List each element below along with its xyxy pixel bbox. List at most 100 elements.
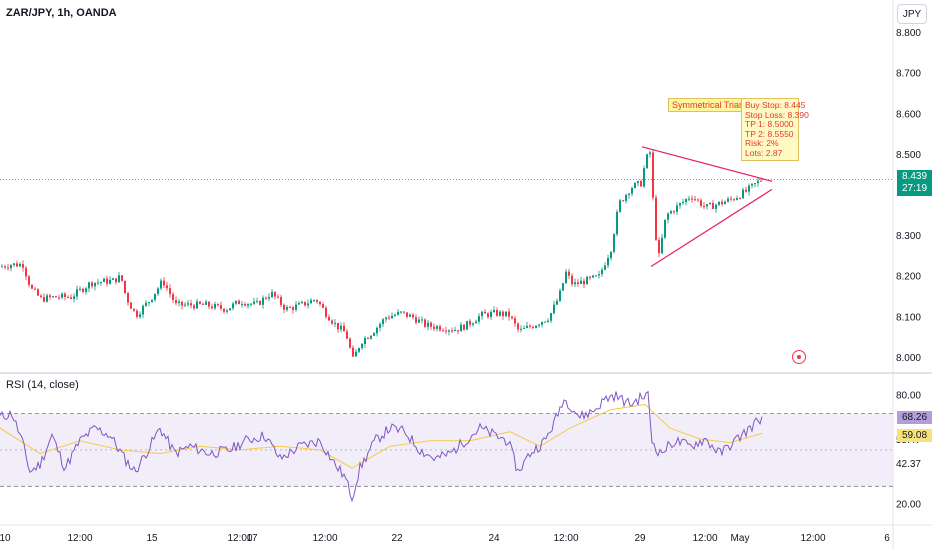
candle-body <box>523 327 525 329</box>
candle-body <box>718 201 720 205</box>
time-tick-7: 24 <box>488 533 500 544</box>
candle-body <box>106 278 108 284</box>
candle-body <box>541 321 543 325</box>
candle-body <box>274 291 276 297</box>
candle-body <box>607 258 609 266</box>
candle-body <box>328 316 330 321</box>
candle-body <box>706 204 708 207</box>
candle-body <box>103 278 105 283</box>
trade-risk: Risk: 2% <box>745 138 779 148</box>
candle-body <box>682 201 684 204</box>
candle-body <box>91 282 93 287</box>
rsi-title[interactable]: RSI (14, close) <box>6 379 79 391</box>
candle-body <box>202 303 204 305</box>
candle-body <box>10 265 12 269</box>
candle-body <box>337 322 339 330</box>
candle-body <box>709 202 711 205</box>
time-tick-5: 12:00 <box>312 533 337 544</box>
trade-tp2: TP 2: 8.5550 <box>745 128 794 139</box>
candle-body <box>127 292 129 303</box>
candle-body <box>136 310 138 317</box>
candle-body <box>712 202 714 210</box>
bar-countdown: 27:19 <box>901 183 928 194</box>
time-tick-3: 12:00 <box>227 533 252 544</box>
candle-body <box>142 305 144 315</box>
candle-body <box>727 198 729 202</box>
time-tick-12: 12:00 <box>800 533 825 544</box>
candle-body <box>319 301 321 305</box>
alert-dot <box>797 355 801 359</box>
candle-body <box>601 269 603 275</box>
trade-plan-box[interactable]: Buy Stop: 8.445 Stop Loss: 8.390 TP 1: 8… <box>741 98 809 161</box>
symbol-title[interactable]: ZAR/JPY, 1h, OANDA <box>6 7 117 19</box>
candle-body <box>64 293 66 297</box>
candle-body <box>433 326 435 329</box>
candle-body <box>694 199 696 201</box>
candle-body <box>436 326 438 329</box>
candle-body <box>382 319 384 325</box>
candle-body <box>754 183 756 185</box>
candle-body <box>619 200 621 212</box>
rsi-tick-0: 80.00 <box>896 390 921 401</box>
candle-body <box>157 288 159 294</box>
candle-body <box>589 276 591 278</box>
candle-body <box>421 319 423 321</box>
time-tick-6: 22 <box>391 533 403 544</box>
candle-body <box>583 280 585 285</box>
candle-body <box>169 288 171 295</box>
currency-button[interactable]: JPY <box>897 4 927 24</box>
candle-body <box>385 317 387 320</box>
candle-body <box>139 314 141 317</box>
candle-body <box>442 330 444 332</box>
candle-body <box>559 290 561 302</box>
candle-body <box>46 295 48 302</box>
candle-body <box>412 314 414 318</box>
candle-body <box>445 330 447 332</box>
candle-body <box>745 189 747 192</box>
candle-body <box>400 311 402 313</box>
candle-body <box>196 301 198 309</box>
price-tick-2: 8.600 <box>896 109 921 120</box>
alert-icon[interactable] <box>792 350 806 364</box>
candle-body <box>283 304 285 310</box>
candle-body <box>691 198 693 200</box>
candle-body <box>697 199 699 201</box>
candle-body <box>4 266 6 268</box>
candle-body <box>31 285 33 289</box>
rsi-line <box>0 390 763 503</box>
candle-body <box>241 304 243 306</box>
candle-body <box>484 311 486 314</box>
candle-body <box>487 313 489 317</box>
candle-body <box>37 289 39 296</box>
candle-body <box>166 285 168 289</box>
price-tick-6: 8.100 <box>896 312 921 323</box>
candle-body <box>622 200 624 202</box>
candle-body <box>19 264 21 267</box>
candle-body <box>637 181 639 184</box>
candle-body <box>625 194 627 201</box>
candle-body <box>265 297 267 299</box>
candle-body <box>49 295 51 298</box>
candle-body <box>76 289 78 297</box>
rsi-tick-2: 42.37 <box>896 459 921 470</box>
candle-body <box>700 200 702 206</box>
candle-body <box>16 263 18 267</box>
candle-body <box>616 211 618 235</box>
rsi-ma-value-badge: 59.08 <box>897 429 932 442</box>
candle-body <box>313 300 315 302</box>
candle-body <box>331 320 333 324</box>
candle-body <box>178 301 180 303</box>
candle-body <box>736 198 738 200</box>
candle-body <box>94 282 96 287</box>
candle-body <box>22 264 24 268</box>
candle-body <box>568 271 570 276</box>
candle-body <box>124 280 126 293</box>
candle-body <box>502 311 504 317</box>
candle-body <box>475 321 477 324</box>
candle-body <box>448 330 450 332</box>
candle-body <box>112 278 114 280</box>
candle-body <box>280 297 282 305</box>
candle-body <box>571 275 573 285</box>
candle-body <box>346 331 348 339</box>
